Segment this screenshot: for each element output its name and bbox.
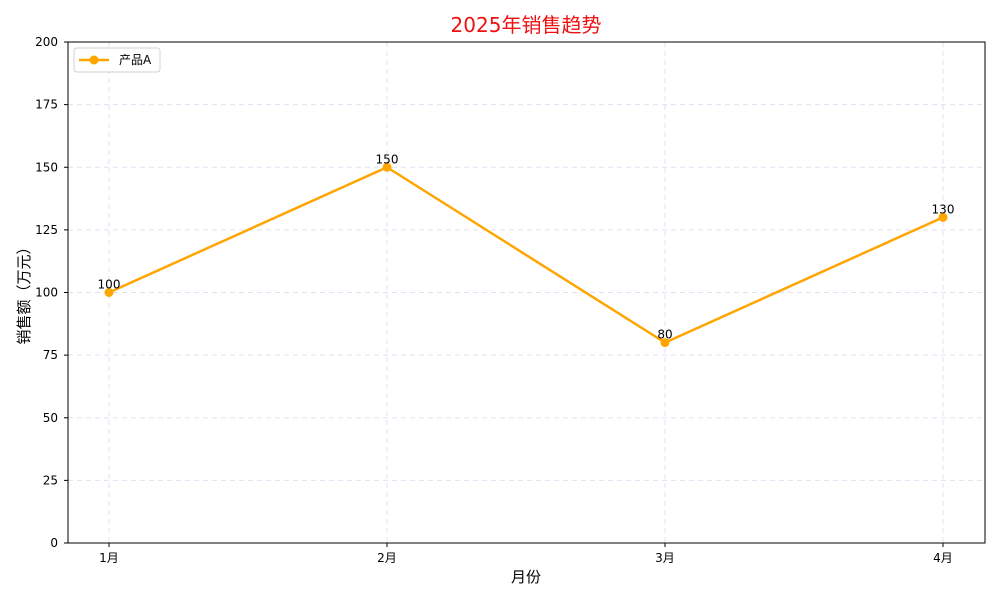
y-tick-label: 100: [35, 286, 58, 300]
x-axis-label: 月份: [511, 568, 541, 586]
data-point: [382, 162, 392, 172]
series-group: [104, 162, 948, 348]
y-tick-label: 150: [35, 160, 58, 174]
data-point: [938, 212, 948, 222]
y-tick-label: 50: [43, 411, 58, 425]
y-tick-label: 125: [35, 223, 58, 237]
data-label: 100: [98, 278, 121, 292]
legend-marker: [89, 55, 99, 65]
legend-box: [73, 47, 161, 73]
data-point: [660, 338, 670, 348]
legend-label: 产品A: [119, 53, 152, 67]
chart-title: 2025年销售趋势: [451, 13, 602, 37]
data-label: 150: [376, 152, 399, 166]
legend: 产品A: [73, 47, 161, 73]
data-label: 130: [932, 202, 955, 216]
data-labels: 100 150 80 130: [98, 152, 955, 341]
x-tick-label: 2月: [377, 551, 397, 565]
y-tick-label: 200: [35, 35, 58, 49]
x-axis-ticks: 1月 2月 3月 4月: [99, 543, 953, 565]
series-line: [108, 166, 944, 344]
y-axis-ticks: 0 25 50 75 100 125 150 175 200: [35, 35, 68, 550]
grid: [68, 41, 985, 544]
y-tick-label: 175: [35, 98, 58, 112]
y-axis-label: 销售额（万元）: [15, 239, 33, 344]
data-point: [104, 288, 114, 297]
y-tick-label: 0: [50, 536, 58, 550]
data-label: 80: [657, 328, 672, 342]
y-tick-label: 25: [43, 473, 58, 487]
y-tick-label: 75: [43, 348, 58, 362]
x-tick-label: 4月: [933, 551, 953, 565]
x-tick-label: 3月: [655, 551, 675, 565]
x-tick-label: 1月: [99, 551, 119, 565]
